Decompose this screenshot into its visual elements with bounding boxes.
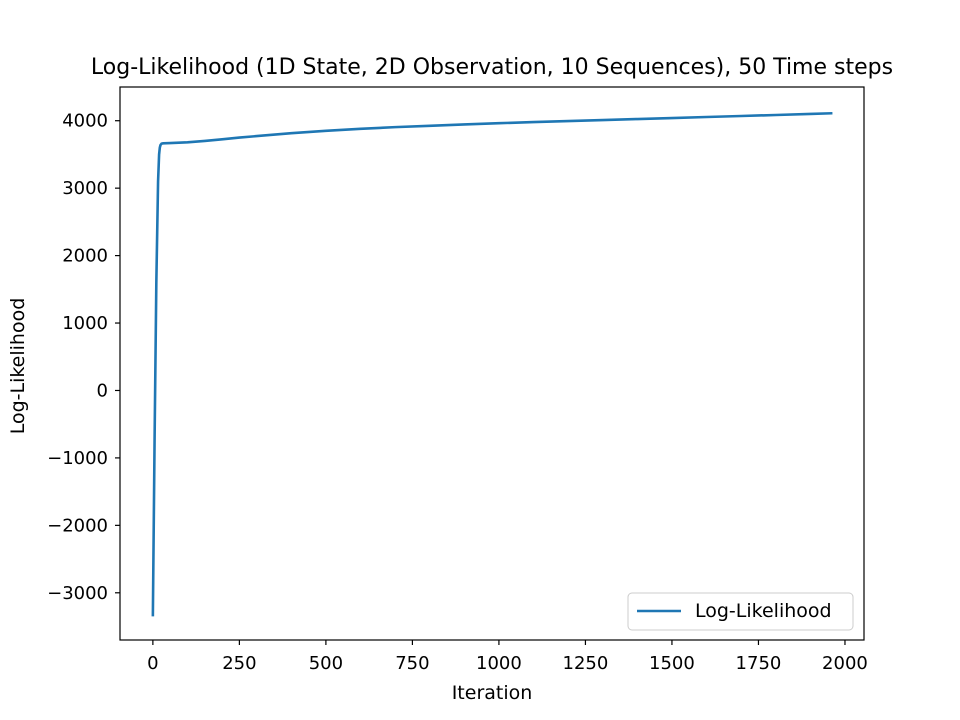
plot-area: [119, 86, 865, 641]
legend: Log-Likelihood: [627, 592, 854, 631]
x-tick-label: 250: [222, 653, 256, 674]
x-tick-label: 1750: [736, 653, 782, 674]
y-axis-ticks: −3000 −2000 −1000 0 1000 2000 3000 4000: [47, 111, 120, 604]
x-tick-label: 1250: [563, 653, 609, 674]
chart-title: Log-Likelihood (1D State, 2D Observation…: [91, 55, 893, 80]
y-tick-label: 4000: [62, 111, 108, 132]
series-layer: [151, 111, 833, 617]
legend-box: [627, 592, 854, 631]
x-axis-label: Iteration: [452, 682, 533, 704]
x-tick-label: 1000: [476, 653, 522, 674]
y-axis-label: Log-Likelihood: [7, 298, 29, 435]
x-axis-ticks: 0 250 500 750 1000 1250 1500 1750 2000: [147, 640, 868, 674]
series-line-log-likelihood: [151, 111, 833, 617]
y-tick-label: −2000: [47, 515, 108, 536]
y-tick-label: −3000: [47, 583, 108, 604]
x-tick-label: 0: [147, 653, 158, 674]
y-tick-label: −1000: [47, 448, 108, 469]
x-tick-label: 2000: [822, 653, 868, 674]
x-tick-label: 750: [395, 653, 429, 674]
x-tick-label: 1500: [649, 653, 695, 674]
y-tick-label: 1000: [62, 313, 108, 334]
y-tick-label: 3000: [62, 178, 108, 199]
y-tick-label: 2000: [62, 246, 108, 267]
x-tick-label: 500: [309, 653, 343, 674]
axes-frame: [119, 86, 865, 641]
y-tick-label: 0: [97, 380, 108, 401]
legend-series-label: Log-Likelihood: [695, 600, 832, 622]
